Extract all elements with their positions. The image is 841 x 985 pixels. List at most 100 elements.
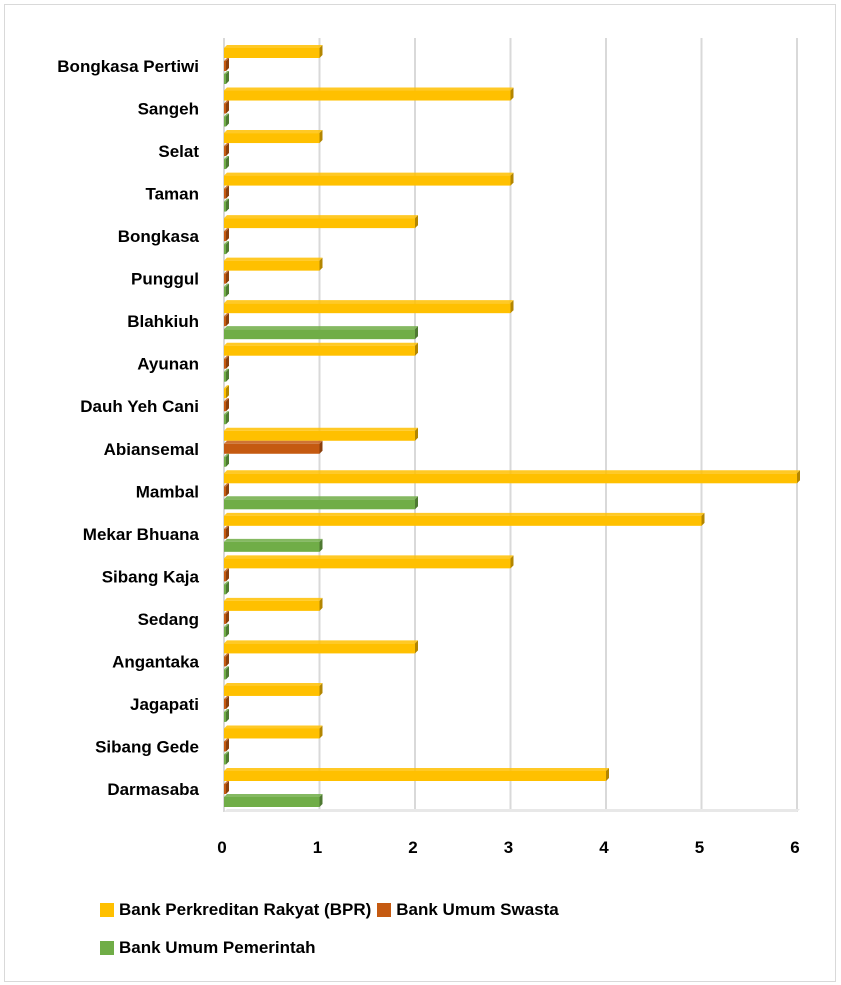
category-label: Blahkiuh xyxy=(127,312,199,331)
bar-2 xyxy=(224,414,226,425)
bar-1 xyxy=(224,656,226,667)
bar-1 xyxy=(224,571,226,582)
bar-2-side xyxy=(226,368,229,382)
category-label: Bongkasa xyxy=(118,227,200,246)
bar-1-top xyxy=(224,738,229,742)
x-tick-label: 2 xyxy=(408,838,417,857)
bar-0-top xyxy=(224,725,323,729)
bar-0-side xyxy=(319,597,323,611)
bar-0-top xyxy=(224,172,514,176)
bar-2 xyxy=(224,74,226,84)
bar-1-top xyxy=(224,525,229,529)
x-tick-label: 5 xyxy=(695,838,704,857)
bar-2-top xyxy=(224,708,229,712)
bar-2-side xyxy=(226,198,229,212)
bar-0 xyxy=(224,515,702,526)
bar-1-side xyxy=(319,440,323,454)
bar-1-top xyxy=(224,58,229,61)
bar-2 xyxy=(224,244,226,255)
legend-label: Bank Perkreditan Rakyat (BPR) xyxy=(119,900,372,919)
bar-0 xyxy=(224,48,320,58)
category-label: Abiansemal xyxy=(104,440,199,459)
bar-2-top xyxy=(224,368,229,372)
bar-1 xyxy=(224,401,226,412)
bar-2 xyxy=(224,116,226,127)
bar-2-side xyxy=(226,71,229,84)
legend-item: Bank Umum Swasta xyxy=(377,900,559,920)
bar-1-top xyxy=(224,781,229,784)
bar-1-top xyxy=(224,440,323,444)
bar-2 xyxy=(224,371,226,382)
bar-0-top xyxy=(224,215,418,219)
bar-1 xyxy=(224,231,226,242)
category-label: Jagapati xyxy=(130,695,199,714)
x-tick-label: 0 xyxy=(217,838,226,857)
bar-2-top xyxy=(224,794,323,797)
bar-2 xyxy=(224,669,226,680)
category-label: Punggul xyxy=(131,270,199,289)
legend: Bank Perkreditan Rakyat (BPR) Bank Umum S… xyxy=(100,900,740,976)
bar-2-top xyxy=(224,326,418,330)
bar-0-top xyxy=(224,512,705,516)
bar-1-side xyxy=(226,313,229,327)
bar-1-side xyxy=(226,610,229,624)
bar-1-top xyxy=(224,143,229,147)
bar-1-top xyxy=(224,398,229,402)
bar-0-top xyxy=(224,130,323,134)
bar-1-side xyxy=(226,525,229,539)
bar-0-side xyxy=(226,385,229,399)
bar-0-side xyxy=(797,470,800,484)
bar-2-top xyxy=(224,241,229,245)
category-label: Sibang Kaja xyxy=(102,567,200,586)
bar-0-top xyxy=(224,470,800,474)
bar-2-top xyxy=(224,581,229,585)
bar-2-side xyxy=(226,156,229,170)
bar-1-top xyxy=(224,100,229,104)
bar-0-side xyxy=(319,130,323,144)
category-label: Dauh Yeh Cani xyxy=(80,397,199,416)
bar-0-side xyxy=(701,512,705,526)
bar-2-side xyxy=(415,326,418,340)
bar-2-top xyxy=(224,538,323,542)
bar-1 xyxy=(224,316,226,327)
bar-0-side xyxy=(319,257,323,271)
bar-1 xyxy=(224,146,226,157)
bar-2-side xyxy=(226,411,229,425)
bar-1-side xyxy=(226,695,229,709)
bar-1-side xyxy=(226,228,229,242)
bar-0 xyxy=(224,728,320,739)
bar-1 xyxy=(224,486,226,497)
chart-frame xyxy=(4,4,836,982)
bar-1 xyxy=(224,61,226,71)
bar-2-top xyxy=(224,623,229,627)
bar-1-top xyxy=(224,270,229,274)
bar-2 xyxy=(224,499,415,510)
bar-1-top xyxy=(224,313,229,317)
bar-0 xyxy=(224,558,511,569)
bar-0-top xyxy=(224,342,418,346)
category-label: Bongkasa Pertiwi xyxy=(57,57,199,76)
bar-0 xyxy=(224,388,226,399)
legend-label: Bank Umum Swasta xyxy=(396,900,559,919)
bar-2-side xyxy=(226,581,229,595)
category-label: Angantaka xyxy=(112,652,199,671)
bar-1 xyxy=(224,613,226,624)
bar-0 xyxy=(224,771,606,781)
bar-0-top xyxy=(224,555,514,559)
x-tick-label: 4 xyxy=(599,838,609,857)
bar-0-side xyxy=(606,768,609,781)
bar-0-side xyxy=(319,45,323,58)
bar-0 xyxy=(224,430,415,441)
bar-2-top xyxy=(224,751,229,755)
bar-1 xyxy=(224,741,226,752)
bar-1-top xyxy=(224,653,229,657)
bar-1-side xyxy=(226,781,229,794)
bar-0 xyxy=(224,90,511,101)
bar-2-side xyxy=(226,241,229,255)
legend-swatch xyxy=(100,903,114,917)
bar-0 xyxy=(224,473,797,484)
bar-2-side xyxy=(226,751,229,765)
bar-0-side xyxy=(319,682,323,696)
legend-swatch xyxy=(100,941,114,955)
